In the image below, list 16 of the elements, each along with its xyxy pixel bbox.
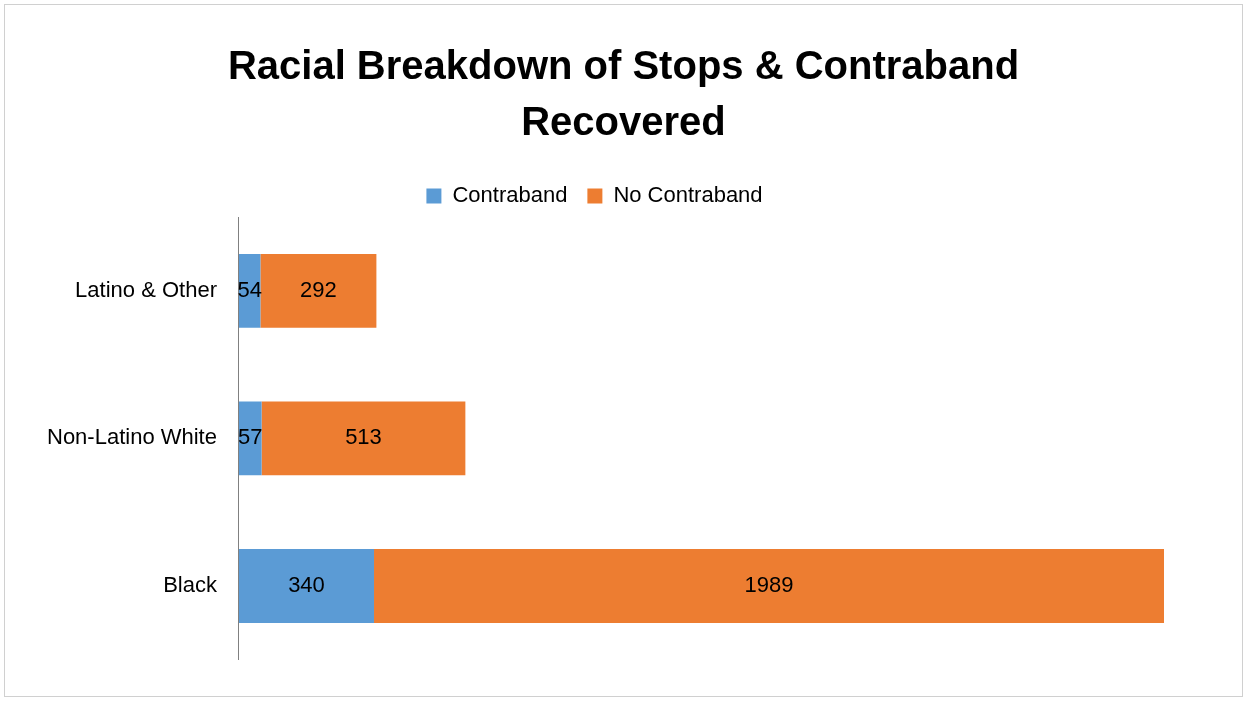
data-label: 292 (300, 276, 337, 302)
data-label: 1989 (744, 572, 794, 598)
legend-label: No Contraband (613, 182, 763, 208)
bar (374, 549, 1164, 623)
bar (261, 401, 466, 476)
y-tick-label: Latino & Other (75, 276, 217, 302)
y-tick-label: Non-Latino White (46, 424, 217, 450)
data-label: 513 (345, 424, 382, 450)
chart-title: Racial Breakdown of Stops & Contraband Recovered (226, 42, 1021, 145)
data-label: 57 (238, 424, 263, 450)
bar (260, 253, 377, 328)
legend-label: Contraband (452, 182, 568, 208)
bar (238, 401, 262, 476)
y-tick-label: Black (163, 572, 218, 598)
bar (238, 549, 375, 623)
data-label: 340 (288, 572, 325, 598)
